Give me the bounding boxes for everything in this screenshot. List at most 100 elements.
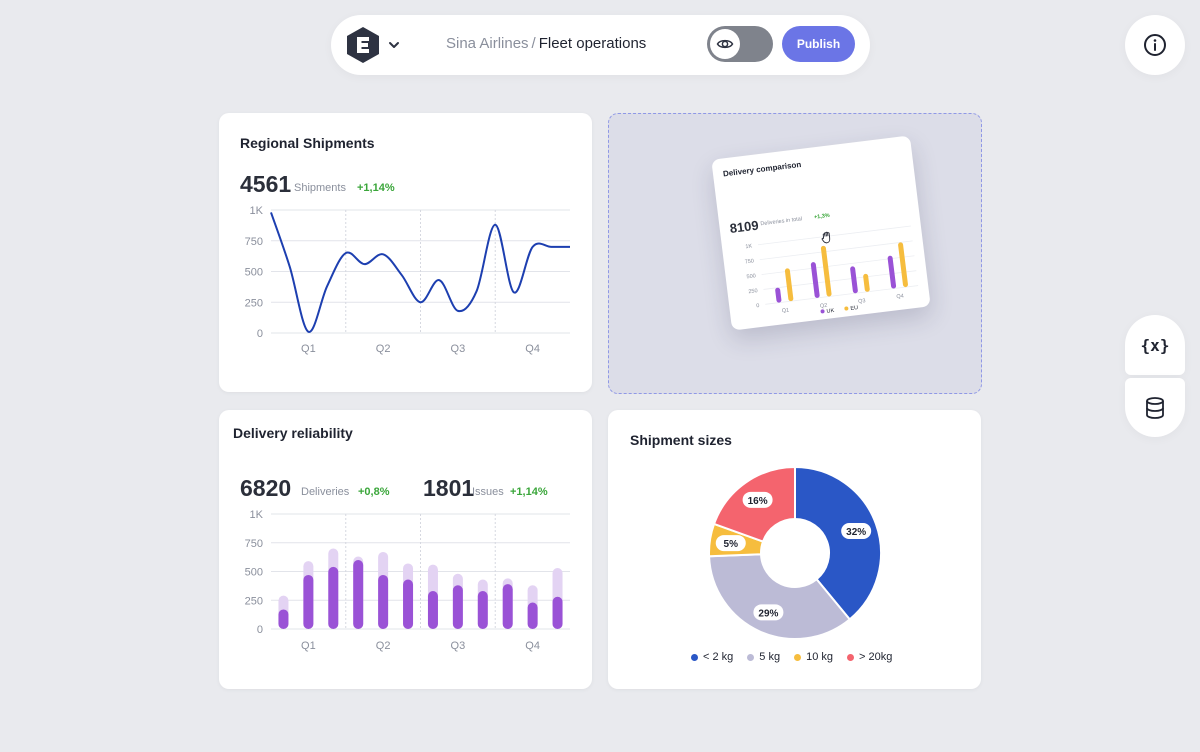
card-title: Delivery reliability <box>233 425 353 441</box>
bar <box>328 566 339 629</box>
database-button[interactable] <box>1125 378 1185 437</box>
donut-slice <box>794 465 882 621</box>
grab-hand-icon <box>821 231 831 244</box>
top-toolbar: Sina Airlines / Fleet operations Publish <box>331 15 870 75</box>
x-tick-label: Q3 <box>451 343 466 355</box>
donut-legend: < 2 kg 5 kg 10 kg > 20kg <box>691 651 906 664</box>
issues-delta: +1,14% <box>510 486 548 498</box>
card-title: Regional Shipments <box>240 135 375 151</box>
y-tick-label: 0 <box>756 303 760 309</box>
bar <box>427 591 438 629</box>
shipments-label: Shipments <box>294 182 346 194</box>
x-tick-label: Q2 <box>820 303 828 310</box>
x-tick-label: Q2 <box>376 640 391 652</box>
x-tick-label: Q1 <box>781 307 789 314</box>
drop-zone[interactable]: Delivery comparison 8109 Deliveries in t… <box>608 113 982 394</box>
donut-chart: 32% 29% 5% 16% <box>708 465 882 640</box>
eye-icon <box>716 39 734 49</box>
legend-swatch <box>844 306 849 311</box>
x-tick-label: Q2 <box>376 343 391 355</box>
shipments-total: 4561 <box>240 171 292 197</box>
slice-label: 32% <box>846 527 866 538</box>
bar <box>353 560 364 629</box>
shipments-delta: +1,14% <box>357 182 395 194</box>
breadcrumb-page: Fleet operations <box>538 35 647 52</box>
y-tick-label: 1K <box>250 509 264 521</box>
y-tick-label: 0 <box>257 328 263 340</box>
legend-label: 5 kg <box>759 651 781 663</box>
deliveries-delta: +0,8% <box>358 486 390 498</box>
preview-chart: 1K 750 500 250 0 Q1 Q2 Q3 Q4 UK EU <box>744 225 919 315</box>
preview-bar <box>887 255 897 289</box>
variables-button[interactable]: {x} <box>1125 315 1185 375</box>
bar <box>378 574 389 629</box>
legend-label: EU <box>850 305 858 312</box>
delivery-reliability-card: Delivery reliability 6820 Deliveries +0,… <box>219 410 592 689</box>
legend-swatch <box>847 653 854 661</box>
database-icon <box>1146 396 1164 419</box>
legend-label: < 2 kg <box>703 651 734 663</box>
x-tick-label: Q4 <box>525 343 540 355</box>
publish-button[interactable]: Publish <box>782 26 855 62</box>
x-tick-label: Q1 <box>301 343 316 355</box>
y-tick-label: 1K <box>745 243 753 250</box>
series-line <box>270 212 570 333</box>
slice-label-bg <box>753 604 784 621</box>
issues-label: Issues <box>472 486 504 498</box>
bar <box>452 585 463 629</box>
preview-bar <box>850 266 858 294</box>
donut-slice <box>708 553 852 640</box>
legend-swatch <box>820 309 825 314</box>
preview-bar <box>775 287 782 303</box>
y-tick-label: 500 <box>746 273 756 280</box>
y-tick-label: 250 <box>245 297 263 309</box>
y-tick-label: 250 <box>245 595 263 607</box>
y-tick-label: 750 <box>245 538 263 550</box>
x-tick-label: Q1 <box>301 640 316 652</box>
legend-item: 5 kg <box>747 651 780 663</box>
bar <box>303 574 314 629</box>
bar <box>527 602 538 629</box>
info-button[interactable] <box>1125 15 1185 75</box>
bar <box>502 584 513 629</box>
bar <box>552 596 563 629</box>
preview-toggle[interactable] <box>707 26 773 62</box>
card-title: Shipment sizes <box>630 432 732 448</box>
slice-label: 16% <box>748 496 768 507</box>
logo-icon[interactable] <box>344 26 382 64</box>
legend-swatch <box>794 653 802 661</box>
slice-label-bg <box>841 523 872 540</box>
y-tick-label: 0 <box>257 624 263 636</box>
info-icon <box>1144 34 1166 56</box>
dragged-card-preview[interactable]: Delivery comparison 8109 Deliveries in t… <box>711 135 931 331</box>
toggle-knob[interactable] <box>710 29 740 59</box>
legend-label: > 20kg <box>859 651 893 663</box>
legend-item: < 2 kg <box>691 651 733 663</box>
variables-icon: {x} <box>1140 335 1170 355</box>
legend-swatch <box>691 653 698 661</box>
x-tick-label: Q3 <box>451 640 466 652</box>
deliveries-total: 6820 <box>240 475 292 501</box>
bar-chart: 1K 750 500 250 0 Q1 Q2 Q3 Q4 <box>245 509 570 652</box>
breadcrumb: Sina Airlines / Fleet operations <box>446 35 646 52</box>
grid-line <box>765 285 919 305</box>
bar <box>403 579 414 629</box>
preview-bar <box>820 245 832 297</box>
breadcrumb-org[interactable]: Sina Airlines <box>446 35 529 52</box>
legend-item: > 20kg <box>847 651 892 663</box>
preview-bar <box>784 268 794 302</box>
bar <box>278 609 289 629</box>
legend-label: UK <box>826 308 835 315</box>
shipment-sizes-card: Shipment sizes 32% 29% 5% 16% <box>608 410 981 689</box>
preview-bar <box>810 262 820 298</box>
issues-total: 1801 <box>423 475 475 501</box>
legend-swatch <box>747 653 755 661</box>
breadcrumb-separator: / <box>531 35 536 52</box>
y-tick-label: 750 <box>744 258 754 265</box>
slice-label: 29% <box>758 608 778 619</box>
chevron-down-icon[interactable] <box>387 38 401 52</box>
y-tick-label: 1K <box>250 205 264 217</box>
x-tick-label: Q4 <box>896 293 904 300</box>
bar <box>477 591 488 629</box>
x-tick-label: Q3 <box>858 298 866 305</box>
